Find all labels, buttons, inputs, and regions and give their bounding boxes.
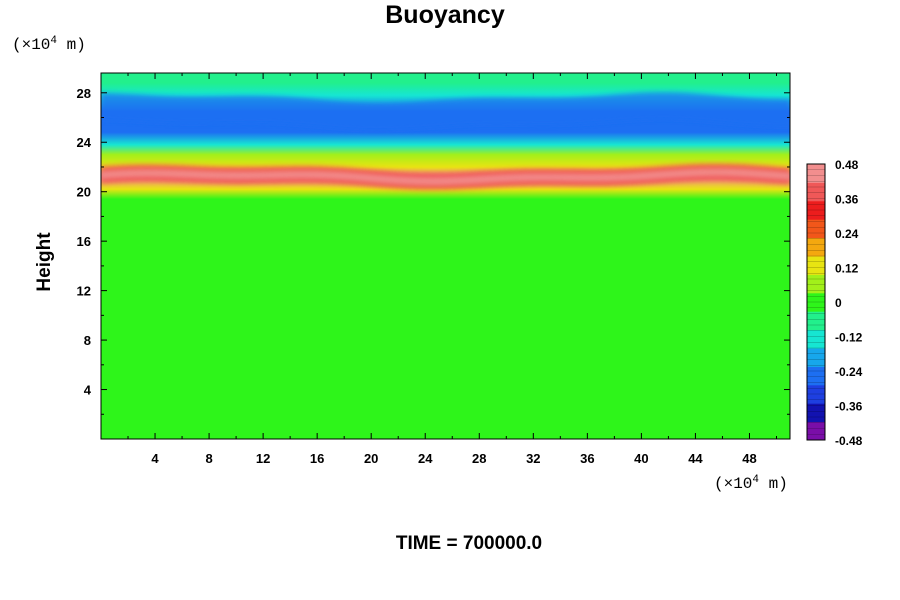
colorbar-tick-label: -0.36 bbox=[835, 400, 863, 414]
colorbar-segment bbox=[807, 200, 825, 220]
x-axis-unit: (×104 m) bbox=[714, 474, 788, 493]
x-unit-exponent: 4 bbox=[752, 474, 759, 486]
colorbar-tick-label: -0.48 bbox=[835, 434, 863, 448]
y-tick-label: 24 bbox=[77, 135, 92, 150]
x-tick-label: 28 bbox=[472, 451, 486, 466]
colorbar-tick-label: 0 bbox=[835, 296, 842, 310]
colorbar-tick-label: -0.24 bbox=[835, 365, 863, 379]
colorbar-frame bbox=[806, 163, 826, 441]
heatmap-field bbox=[101, 73, 790, 439]
y-tick-label: 20 bbox=[77, 185, 91, 200]
y-tick-label: 8 bbox=[84, 333, 91, 348]
colorbar-segment bbox=[807, 421, 825, 441]
colorbar-segment bbox=[807, 237, 825, 257]
y-unit-suffix: m) bbox=[57, 36, 86, 54]
colorbar-segment bbox=[807, 384, 825, 404]
colorbar-segment bbox=[807, 274, 825, 294]
x-tick-label: 12 bbox=[256, 451, 270, 466]
y-axis-label: Height bbox=[34, 232, 55, 292]
y-unit-base: (×10 bbox=[12, 36, 50, 54]
warm-band-core bbox=[101, 169, 790, 185]
x-tick-label: 48 bbox=[742, 451, 756, 466]
x-unit-base: (×10 bbox=[714, 475, 752, 493]
y-tick-label: 4 bbox=[84, 383, 92, 398]
x-tick-label: 8 bbox=[205, 451, 212, 466]
warm-band-peak bbox=[101, 171, 790, 183]
x-tick-label: 24 bbox=[418, 451, 433, 466]
colorbar-segment bbox=[807, 219, 825, 239]
x-tick-label: 40 bbox=[634, 451, 648, 466]
time-label: TIME = 700000.0 bbox=[396, 533, 542, 554]
colorbar-tick-label: 0.36 bbox=[835, 193, 859, 207]
x-tick-label: 16 bbox=[310, 451, 324, 466]
chart-title: Buoyancy bbox=[385, 1, 505, 29]
cool-band bbox=[101, 92, 790, 131]
colorbar-tick-label: 0.12 bbox=[835, 262, 859, 276]
y-axis-ticks: 4 8 12 16 20 24 28 bbox=[77, 86, 790, 415]
x-tick-label: 36 bbox=[580, 451, 594, 466]
colorbar-segment bbox=[807, 256, 825, 275]
x-unit-suffix: m) bbox=[759, 475, 788, 493]
warm-band-outer bbox=[101, 163, 790, 190]
colorbar-segment bbox=[807, 348, 825, 367]
colorbar-segment bbox=[807, 164, 825, 183]
y-unit-exponent: 4 bbox=[50, 35, 57, 47]
field-texture bbox=[101, 92, 790, 190]
colorbar-tick-label: -0.12 bbox=[835, 331, 863, 345]
x-tick-label: 20 bbox=[364, 451, 378, 466]
y-tick-label: 28 bbox=[77, 86, 91, 101]
x-tick-label: 32 bbox=[526, 451, 540, 466]
colorbar-segment bbox=[807, 182, 825, 202]
y-tick-label: 16 bbox=[77, 234, 91, 249]
colorbar-tick-label: 0.24 bbox=[835, 227, 859, 241]
colorbar-segment bbox=[807, 403, 825, 423]
y-axis-unit: (×104 m) bbox=[12, 35, 86, 54]
plot-frame bbox=[100, 72, 791, 440]
colorbar-segment bbox=[807, 311, 825, 331]
colorbar-segment bbox=[807, 292, 825, 312]
x-tick-label: 4 bbox=[151, 451, 159, 466]
colorbar-segment bbox=[807, 329, 825, 349]
field-background bbox=[101, 73, 790, 439]
colorbar: 0.48 0.36 0.24 0.12 0 -0.12 -0.24 -0.36 -0.48 bbox=[806, 158, 863, 448]
colorbar-tick-label: 0.48 bbox=[835, 158, 859, 172]
x-tick-label: 44 bbox=[688, 451, 703, 466]
x-axis-ticks: 4 8 12 16 20 24 28 32 36 40 44 48 bbox=[127, 73, 777, 466]
colorbar-segment bbox=[807, 366, 825, 386]
y-tick-label: 12 bbox=[77, 284, 91, 299]
